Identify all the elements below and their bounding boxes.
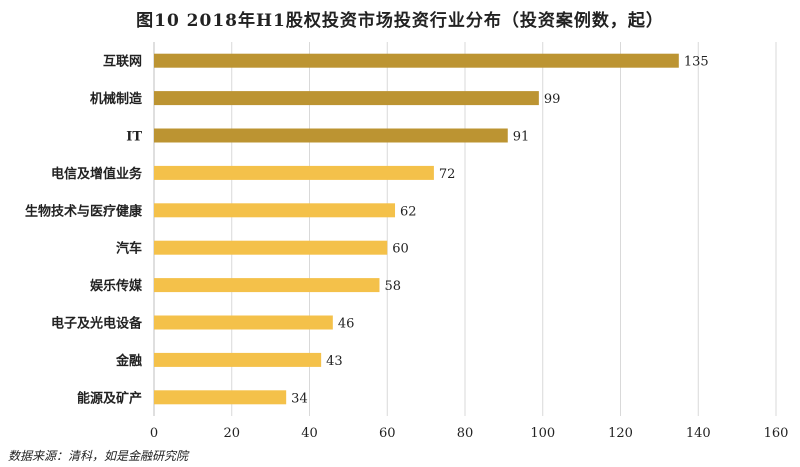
category-label: 能源及矿产 (77, 390, 142, 406)
bar (154, 240, 388, 255)
data-label: 34 (291, 391, 308, 406)
data-label: 99 (544, 92, 561, 107)
source-note: 数据来源：清科，如是金融研究院 (8, 449, 189, 463)
bar (154, 315, 333, 330)
category-label: 机械制造 (90, 91, 143, 107)
data-label: 58 (384, 279, 401, 294)
category-label: 金融 (115, 353, 142, 369)
category-label: 娱乐传媒 (90, 278, 143, 294)
category-label: 汽车 (116, 241, 142, 257)
data-label: 46 (338, 317, 355, 332)
x-tick-label: 140 (686, 426, 711, 441)
bar (154, 352, 322, 367)
bar (154, 91, 539, 106)
bar (154, 390, 287, 405)
x-tick-label: 20 (223, 426, 240, 441)
x-tick-label: 0 (150, 426, 158, 441)
data-label: 91 (513, 130, 530, 145)
category-label: 互联网 (103, 55, 142, 70)
chart-title: 图10 2018年H1股权投资市场投资行业分布（投资案例数，起） (136, 11, 664, 31)
bar (154, 128, 508, 143)
x-tick-label: 160 (764, 426, 789, 441)
data-label: 72 (439, 167, 456, 182)
data-label: 62 (400, 204, 417, 219)
data-label: 43 (326, 354, 343, 369)
category-label: 电信及增值业务 (51, 166, 143, 182)
x-tick-label: 120 (608, 426, 633, 441)
data-label: 60 (392, 242, 409, 257)
x-tick-label: 40 (301, 426, 318, 441)
x-tick-label: 100 (530, 426, 555, 441)
bar (154, 203, 396, 218)
category-label: IT (126, 130, 142, 145)
bar (154, 278, 380, 293)
x-tick-label: 60 (379, 426, 396, 441)
category-label: 电子及光电设备 (51, 316, 143, 332)
data-label: 135 (684, 55, 709, 70)
category-label: 生物技术与医疗健康 (25, 203, 143, 219)
x-tick-label: 80 (457, 426, 474, 441)
bar (154, 53, 679, 68)
bar (154, 165, 434, 180)
